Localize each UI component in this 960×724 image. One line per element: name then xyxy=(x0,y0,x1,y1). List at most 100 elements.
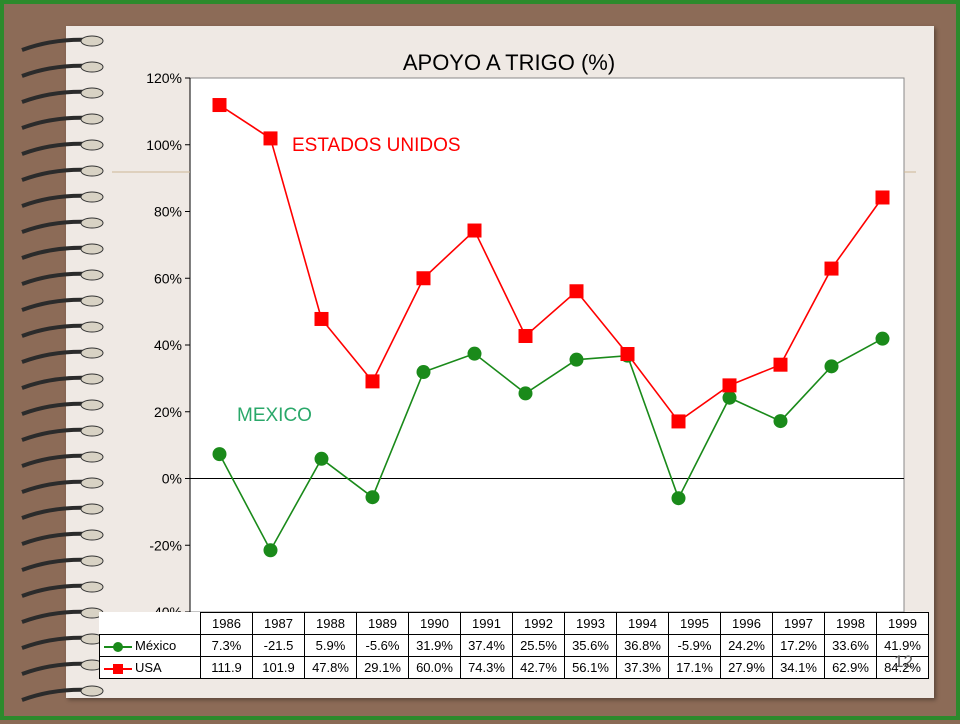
plot-border xyxy=(189,77,905,613)
binding-ring xyxy=(21,607,104,624)
binding-ring xyxy=(21,399,104,416)
data-point-mexico xyxy=(722,390,737,405)
data-label: 36.8% xyxy=(616,634,669,657)
data-point-usa xyxy=(467,223,482,238)
table-row: USA 111.9 101.9 47.8% 29.1% 60.0% 74.3% 42.7% 56… xyxy=(99,656,929,679)
binding-ring xyxy=(21,295,104,312)
data-label: 56.1% xyxy=(564,656,617,679)
data-label: 111.9 xyxy=(200,656,253,679)
year-header: 1988 xyxy=(304,612,357,635)
binding-ring xyxy=(21,139,104,156)
binding-ring xyxy=(21,581,104,598)
legend-cell: México xyxy=(99,634,201,657)
data-table: 1986 1987 1988 1989 1990 1991 1992 1993 1994 1995… xyxy=(99,612,929,679)
data-point-usa xyxy=(620,347,635,362)
data-label: 62.9% xyxy=(824,656,877,679)
data-point-mexico xyxy=(875,331,890,346)
data-point-mexico xyxy=(263,543,278,558)
data-label: 17.1% xyxy=(668,656,721,679)
year-header: 1995 xyxy=(668,612,721,635)
data-point-usa xyxy=(671,414,686,429)
data-label: 47.8% xyxy=(304,656,357,679)
data-label: 37.4% xyxy=(460,634,513,657)
year-header: 1986 xyxy=(200,612,253,635)
chart-title: APOYO A TRIGO (%) xyxy=(403,50,615,75)
year-header: 1996 xyxy=(720,612,773,635)
data-label: 74.3% xyxy=(460,656,513,679)
legend-square-icon xyxy=(104,663,132,675)
plot-area xyxy=(190,78,904,612)
binding-ring xyxy=(21,243,104,260)
data-point-mexico xyxy=(467,346,482,361)
table-header-row: 1986 1987 1988 1989 1990 1991 1992 1993 1994 1995… xyxy=(100,612,929,635)
table-corner xyxy=(100,613,201,635)
data-point-usa xyxy=(773,357,788,372)
data-label: 17.2% xyxy=(772,634,825,657)
data-label: 101.9 xyxy=(252,656,305,679)
data-label: 35.6% xyxy=(564,634,617,657)
binding-ring xyxy=(21,191,104,208)
y-tick-label: 120% xyxy=(146,70,182,86)
usa-annotation: ESTADOS UNIDOS xyxy=(292,135,461,156)
year-header: 1999 xyxy=(876,612,929,635)
mexico-annotation: MEXICO xyxy=(237,405,312,426)
data-point-mexico xyxy=(365,490,380,505)
year-header: 1993 xyxy=(564,612,617,635)
chart-canvas: APOYO A TRIGO (%)-40%-20%0%20%40%60%80%1… xyxy=(112,50,916,620)
year-header: 1997 xyxy=(772,612,825,635)
legend-label: México xyxy=(135,638,177,653)
binding-ring xyxy=(21,165,104,182)
data-point-mexico xyxy=(824,359,839,374)
data-point-usa xyxy=(518,328,533,343)
binding-ring xyxy=(21,347,104,364)
binding-ring xyxy=(21,321,104,338)
binding-ring xyxy=(21,555,104,572)
data-label: -5.6% xyxy=(356,634,409,657)
y-tick-label: 20% xyxy=(154,404,182,420)
year-header: 1991 xyxy=(460,612,513,635)
data-label: 37.3% xyxy=(616,656,669,679)
binding-ring xyxy=(21,503,104,520)
data-point-mexico xyxy=(773,414,788,429)
data-point-mexico xyxy=(518,386,533,401)
binding-ring xyxy=(21,269,104,286)
slide-number: 12 xyxy=(894,652,913,671)
data-point-usa xyxy=(212,98,227,113)
data-point-mexico xyxy=(416,365,431,380)
data-point-mexico xyxy=(569,352,584,367)
data-label: 60.0% xyxy=(408,656,461,679)
y-tick-label: 0% xyxy=(162,471,182,487)
binding-ring xyxy=(21,35,104,52)
data-label: 24.2% xyxy=(720,634,773,657)
binding-ring xyxy=(21,113,104,130)
y-tick-label: 100% xyxy=(146,137,182,153)
binding-ring xyxy=(21,451,104,468)
year-header: 1989 xyxy=(356,612,409,635)
data-point-usa xyxy=(824,261,839,276)
legend-circle-icon xyxy=(104,641,132,653)
series-line-usa xyxy=(219,104,884,423)
y-tick-label: -20% xyxy=(149,537,182,553)
binding-ring xyxy=(21,87,104,104)
data-label: 25.5% xyxy=(512,634,565,657)
data-label: 29.1% xyxy=(356,656,409,679)
binding-ring xyxy=(21,373,104,390)
data-point-usa xyxy=(263,131,278,146)
data-label: 34.1% xyxy=(772,656,825,679)
binding-ring xyxy=(21,61,104,78)
binding-ring xyxy=(21,425,104,442)
binding-ring xyxy=(21,685,104,702)
binding-ring xyxy=(21,529,104,546)
data-label: 5.9% xyxy=(304,634,357,657)
year-header: 1998 xyxy=(824,612,877,635)
data-label: 31.9% xyxy=(408,634,461,657)
legend-cell: USA xyxy=(99,656,201,679)
data-point-mexico xyxy=(314,451,329,466)
y-tick-label: 60% xyxy=(154,270,182,286)
data-point-usa xyxy=(569,284,584,299)
table-row: México 7.3% -21.5 5.9% -5.6% 31.9% 37.4% 25.5% 3… xyxy=(99,634,929,657)
binding-ring xyxy=(21,217,104,234)
series-line-mxico xyxy=(218,337,883,552)
data-label: 42.7% xyxy=(512,656,565,679)
